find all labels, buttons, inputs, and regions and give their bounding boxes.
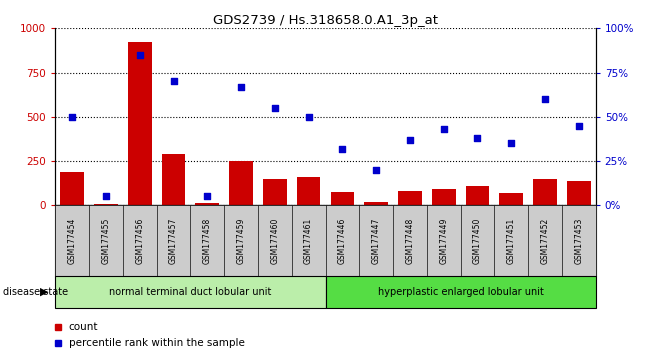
Text: GSM177451: GSM177451 [506,218,516,264]
Bar [128,42,152,205]
FancyBboxPatch shape [55,276,325,308]
Text: GSM177449: GSM177449 [439,217,448,264]
Point [439,126,449,132]
FancyBboxPatch shape [157,205,191,276]
Bar [533,179,557,205]
Bar [94,204,118,205]
Text: GSM177455: GSM177455 [102,217,111,264]
Text: GSM177450: GSM177450 [473,217,482,264]
Text: GSM177459: GSM177459 [236,217,245,264]
Bar [331,192,354,205]
FancyBboxPatch shape [55,205,89,276]
Text: GSM177457: GSM177457 [169,217,178,264]
FancyBboxPatch shape [292,205,326,276]
Text: GSM177446: GSM177446 [338,217,347,264]
Text: GSM177447: GSM177447 [372,217,381,264]
Point [135,52,145,58]
FancyBboxPatch shape [326,205,359,276]
FancyBboxPatch shape [326,276,596,308]
Text: normal terminal duct lobular unit: normal terminal duct lobular unit [109,287,271,297]
Bar [499,193,523,205]
FancyBboxPatch shape [427,205,461,276]
Text: GSM177454: GSM177454 [68,217,77,264]
Text: GSM177456: GSM177456 [135,217,145,264]
Text: GSM177461: GSM177461 [304,218,313,264]
Bar [432,189,456,205]
FancyBboxPatch shape [89,205,123,276]
Bar [61,172,84,205]
Text: GSM177460: GSM177460 [270,217,279,264]
FancyBboxPatch shape [562,205,596,276]
Bar [161,154,186,205]
Point [303,114,314,120]
Point [67,114,77,120]
Bar [465,186,490,205]
Bar [398,191,422,205]
Point [202,194,212,199]
Text: GSM177448: GSM177448 [406,218,415,264]
FancyBboxPatch shape [258,205,292,276]
Text: GSM177452: GSM177452 [540,218,549,264]
Point [540,96,550,102]
Text: GSM177453: GSM177453 [574,217,583,264]
FancyBboxPatch shape [224,205,258,276]
Text: disease state: disease state [3,287,68,297]
Point [236,84,246,90]
Bar [567,181,590,205]
Bar [195,202,219,205]
Text: percentile rank within the sample: percentile rank within the sample [69,338,245,348]
Point [472,135,482,141]
Text: hyperplastic enlarged lobular unit: hyperplastic enlarged lobular unit [378,287,544,297]
Point [337,146,348,152]
Point [506,141,516,146]
FancyBboxPatch shape [461,205,494,276]
FancyBboxPatch shape [123,205,157,276]
Point [574,123,584,129]
Point [371,167,381,173]
Text: ▶: ▶ [40,287,49,297]
Text: GSM177458: GSM177458 [203,218,212,264]
Text: count: count [69,322,98,332]
Title: GDS2739 / Hs.318658.0.A1_3p_at: GDS2739 / Hs.318658.0.A1_3p_at [213,14,438,27]
Bar [229,161,253,205]
Point [101,194,111,199]
Point [169,79,179,84]
FancyBboxPatch shape [191,205,224,276]
Bar [297,177,320,205]
FancyBboxPatch shape [359,205,393,276]
FancyBboxPatch shape [528,205,562,276]
Bar [365,202,388,205]
Bar [263,179,286,205]
Point [405,137,415,143]
FancyBboxPatch shape [494,205,528,276]
FancyBboxPatch shape [393,205,427,276]
Point [270,105,280,111]
